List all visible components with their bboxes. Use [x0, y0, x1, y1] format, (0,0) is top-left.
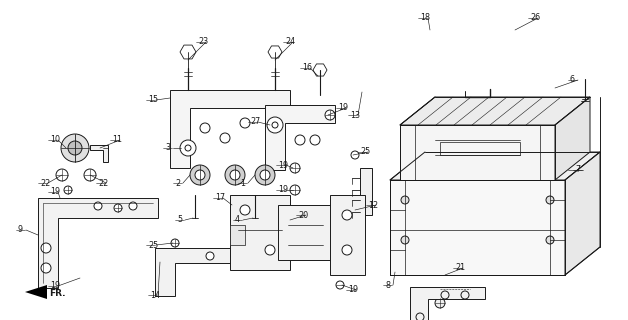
Text: 19: 19: [338, 103, 348, 113]
Circle shape: [310, 135, 320, 145]
Polygon shape: [330, 195, 365, 275]
Text: 10: 10: [50, 135, 60, 145]
Circle shape: [435, 298, 445, 308]
Circle shape: [41, 263, 51, 273]
Circle shape: [260, 170, 270, 180]
Circle shape: [200, 123, 210, 133]
Circle shape: [295, 135, 305, 145]
Circle shape: [342, 210, 352, 220]
Circle shape: [546, 196, 554, 204]
Polygon shape: [155, 248, 265, 296]
Circle shape: [267, 117, 283, 133]
Polygon shape: [25, 285, 47, 299]
Text: 14: 14: [150, 291, 160, 300]
Text: 20: 20: [298, 211, 308, 220]
Text: 25: 25: [148, 241, 158, 250]
Text: 19: 19: [278, 161, 288, 170]
Circle shape: [61, 134, 89, 162]
Circle shape: [230, 170, 240, 180]
Text: 6: 6: [570, 76, 575, 84]
Circle shape: [180, 140, 196, 156]
Circle shape: [272, 122, 278, 128]
Text: 9: 9: [18, 226, 23, 235]
Circle shape: [190, 165, 210, 185]
Text: 24: 24: [285, 37, 295, 46]
Circle shape: [185, 145, 191, 151]
Polygon shape: [265, 105, 335, 170]
Polygon shape: [230, 225, 245, 245]
Circle shape: [265, 245, 275, 255]
Text: 21: 21: [455, 263, 465, 273]
Text: 11: 11: [112, 135, 122, 145]
Text: 19: 19: [348, 285, 358, 294]
Polygon shape: [360, 168, 372, 215]
Polygon shape: [390, 180, 565, 275]
Text: 12: 12: [368, 201, 378, 210]
Text: 1: 1: [240, 179, 245, 188]
Text: 7: 7: [575, 165, 580, 174]
Polygon shape: [90, 145, 108, 162]
Polygon shape: [170, 90, 290, 168]
Text: 4: 4: [235, 215, 240, 225]
Circle shape: [401, 196, 409, 204]
Polygon shape: [555, 97, 590, 180]
Text: 27: 27: [250, 117, 260, 126]
Polygon shape: [180, 45, 196, 59]
Circle shape: [56, 169, 68, 181]
Text: FR.: FR.: [49, 290, 65, 299]
Circle shape: [129, 202, 137, 210]
Text: 17: 17: [215, 194, 225, 203]
Circle shape: [84, 169, 96, 181]
Circle shape: [68, 141, 82, 155]
Circle shape: [94, 202, 102, 210]
Circle shape: [114, 204, 122, 212]
Circle shape: [290, 163, 300, 173]
Polygon shape: [565, 152, 600, 275]
Polygon shape: [390, 152, 600, 180]
Text: 2: 2: [175, 179, 180, 188]
Circle shape: [401, 236, 409, 244]
Text: 18: 18: [420, 13, 430, 22]
Circle shape: [41, 243, 51, 253]
Circle shape: [255, 165, 275, 185]
Circle shape: [195, 170, 205, 180]
Polygon shape: [38, 198, 158, 288]
Polygon shape: [410, 287, 485, 320]
Circle shape: [240, 118, 250, 128]
Polygon shape: [313, 64, 327, 76]
Circle shape: [220, 133, 230, 143]
Text: 15: 15: [148, 95, 158, 105]
Circle shape: [351, 151, 359, 159]
Circle shape: [546, 236, 554, 244]
Circle shape: [171, 239, 179, 247]
Text: 5: 5: [177, 215, 182, 225]
Circle shape: [325, 110, 335, 120]
Text: 16: 16: [302, 63, 312, 73]
Text: 3: 3: [165, 143, 170, 153]
Circle shape: [225, 165, 245, 185]
Polygon shape: [400, 97, 590, 125]
Polygon shape: [268, 46, 282, 58]
Text: 8: 8: [385, 281, 390, 290]
Polygon shape: [278, 205, 333, 260]
Polygon shape: [400, 125, 555, 180]
Text: 23: 23: [198, 37, 208, 46]
Circle shape: [342, 245, 352, 255]
Text: 25: 25: [360, 148, 371, 156]
Circle shape: [336, 281, 344, 289]
Circle shape: [240, 205, 250, 215]
Text: 19: 19: [50, 188, 60, 196]
Circle shape: [231, 252, 239, 260]
Text: 19: 19: [278, 186, 288, 195]
Text: 13: 13: [350, 110, 360, 119]
Text: 26: 26: [530, 13, 540, 22]
Circle shape: [64, 186, 72, 194]
Text: 22: 22: [98, 179, 108, 188]
Text: 22: 22: [40, 179, 50, 188]
Polygon shape: [230, 195, 290, 270]
Circle shape: [206, 252, 214, 260]
Circle shape: [290, 185, 300, 195]
Text: 19: 19: [50, 282, 60, 291]
